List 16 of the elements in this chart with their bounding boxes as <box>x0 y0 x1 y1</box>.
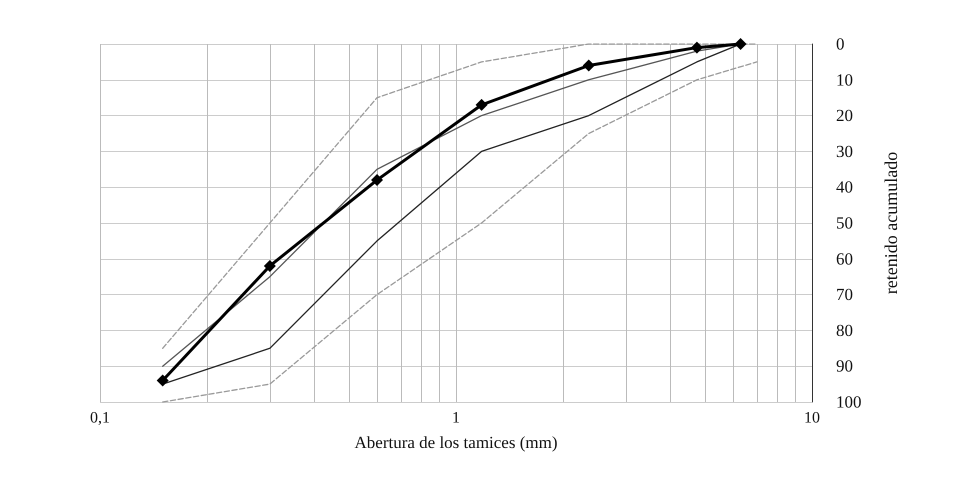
y-tick-label: 20 <box>836 106 853 126</box>
y-tick-label: 100 <box>836 392 862 412</box>
y-axis-title: retenido acumulado <box>881 152 901 294</box>
y-tick-label: 10 <box>836 70 853 90</box>
y-tick-label: 80 <box>836 320 853 340</box>
y-tick-label: 0 <box>836 34 844 54</box>
y-tick-label: 50 <box>836 214 853 232</box>
x-axis-title: Abertura de los tamices (mm) <box>354 433 558 452</box>
x-tick-label: 1 <box>452 410 460 426</box>
y-tick-label: 90 <box>836 356 853 376</box>
x-tick-label: 10 <box>804 410 820 426</box>
x-tick-label: 0,1 <box>90 410 110 426</box>
y-tick-label: 70 <box>836 285 853 304</box>
y-tick-label: 40 <box>836 178 853 197</box>
y-tick-label: 60 <box>836 249 853 268</box>
y-tick-label: 30 <box>836 142 853 161</box>
